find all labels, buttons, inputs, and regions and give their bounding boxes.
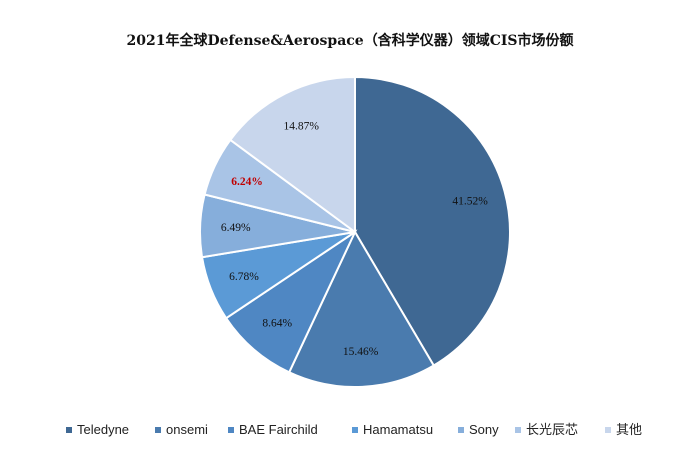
pie-slice-0 bbox=[354, 75, 511, 367]
data-label-0: 41.52% bbox=[452, 196, 488, 208]
legend-label-0: Teledyne bbox=[77, 422, 129, 437]
legend: Teledyne onsemi BAE Fairchild Hamamatsu Sony… bbox=[66, 422, 642, 437]
legend-swatch-0 bbox=[66, 427, 72, 433]
legend-label-1: onsemi bbox=[166, 422, 208, 437]
pie-data-labels: 41.52% 15.46% 8.64% 6.78% 6.49% 6.24% 14.87% bbox=[221, 120, 488, 358]
legend-label-6: 其他 bbox=[616, 422, 642, 437]
pie-slice-6 bbox=[228, 75, 356, 234]
legend-swatch-4 bbox=[458, 427, 464, 433]
legend-swatch-1 bbox=[155, 427, 161, 433]
legend-swatch-5 bbox=[515, 427, 521, 433]
legend-swatch-3 bbox=[352, 427, 358, 433]
legend-swatch-2 bbox=[228, 427, 234, 433]
data-label-6: 14.87% bbox=[284, 120, 320, 132]
data-label-4: 6.49% bbox=[221, 222, 251, 234]
pie-slice-1 bbox=[287, 229, 436, 388]
pie-slices bbox=[199, 75, 511, 388]
legend-swatch-6 bbox=[605, 427, 611, 433]
data-label-1: 15.46% bbox=[343, 346, 379, 358]
data-label-2: 8.64% bbox=[262, 318, 292, 330]
legend-label-2: BAE Fairchild bbox=[239, 422, 318, 437]
pie-slice-2 bbox=[224, 229, 358, 374]
data-label-5: 6.24% bbox=[231, 176, 263, 188]
chart-title: 2021年全球Defense&Aerospace（含科学仪器）领域CIS市场份额 bbox=[126, 32, 573, 49]
legend-label-3: Hamamatsu bbox=[363, 422, 433, 437]
legend-label-4: Sony bbox=[469, 422, 499, 437]
data-label-3: 6.78% bbox=[229, 271, 259, 283]
legend-label-5: 长光辰芯 bbox=[526, 422, 578, 437]
